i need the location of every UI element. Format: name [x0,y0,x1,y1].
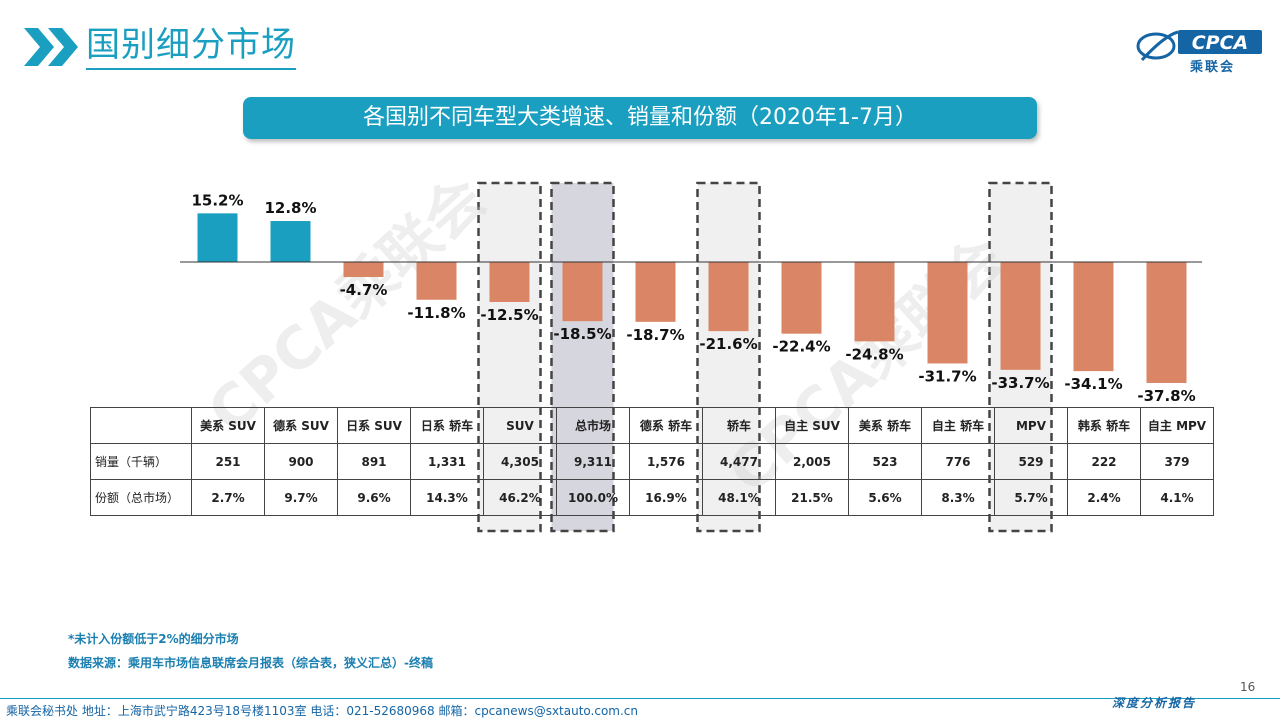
bar [197,213,238,262]
table-cell: 100.0% [556,479,630,516]
footer-contact: 乘联会秘书处 地址：上海市武宁路423号18号楼1103室 电话：021-526… [6,704,639,718]
bar [854,262,895,342]
bar [781,262,822,334]
logo-subtitle: 乘联会 [1190,60,1236,75]
table-cell: 16.9% [629,479,703,516]
table-cell: 4,305 [483,443,557,480]
table-cell: 14.3% [410,479,484,516]
footnote-share: *未计入份额低于2%的细分市场 [68,632,239,646]
chart-banner-title: 各国别不同车型大类增速、销量和份额（2020年1-7月） [243,97,1037,139]
footnote-source: 数据来源：乘用车市场信息联席会月报表（综合表，狭义汇总）-终稿 [68,656,433,670]
table-row-share: 份额（总市场） 2.7% 9.7% 9.6% 14.3% 46.2% 100.0% 16.9… [90,479,1214,516]
page-number: 16 [1240,680,1256,694]
table-header-cell: 日系 轿车 [410,407,484,444]
data-table: 美系 SUV 德系 SUV 日系 SUV 日系 轿车 SUV 总市场 德系 轿车 轿车 自主 S… [90,407,1214,516]
page-title: 国别细分市场 [86,24,296,70]
table-cell: 251 [191,443,265,480]
table-header-cell: 总市场 [556,407,630,444]
bar-value-label: 12.8% [264,199,316,217]
bar [343,262,384,278]
table-header-cell: SUV [483,407,557,444]
table-header-row: 美系 SUV 德系 SUV 日系 SUV 日系 轿车 SUV 总市场 德系 轿车 轿车 自主 S… [90,407,1214,444]
bar [635,262,676,322]
bar-value-label: -4.7% [340,281,388,299]
table-cell: 4.1% [1140,479,1214,516]
bar-value-label: -12.5% [480,306,538,324]
value-labels: 15.2% 12.8%-4.7%-11.8% -12.5%-18.5% -18.7%-… [191,191,1195,405]
bar-value-label: -22.4% [772,338,830,356]
chevron-icon [24,28,78,66]
table-cell: 891 [337,443,411,480]
row-label-share: 份额（总市场） [90,479,192,516]
table-cell: 900 [264,443,338,480]
table-cell: 5.7% [994,479,1068,516]
table-cell: 529 [994,443,1068,480]
table-cell: 2,005 [775,443,849,480]
bar-value-label: -18.5% [553,325,611,343]
table-cell: 9.6% [337,479,411,516]
table-cell: 8.3% [921,479,995,516]
logo-text: CPCA [1192,32,1249,54]
table-cell: 222 [1067,443,1141,480]
footer-tag: 深度分析报告 [1112,696,1197,710]
table-header-cell: 德系 SUV [264,407,338,444]
table-header-cell: 自主 MPV [1140,407,1214,444]
bar [489,262,530,302]
table-cell: 776 [921,443,995,480]
table-header-cell: 轿车 [702,407,776,444]
table-corner-cell [90,407,192,444]
cpca-logo-icon: CPCA [1136,30,1262,62]
table-row-sales: 销量（千辆） 251 900 891 1,331 4,305 9,311 1,576 4,47… [90,443,1214,480]
bar-value-label: -33.7% [991,374,1049,392]
bar-value-label: -31.7% [918,367,976,385]
bar [927,262,968,364]
table-header-cell: 韩系 轿车 [1067,407,1141,444]
table-header-cell: 自主 SUV [775,407,849,444]
footer-divider [0,698,1280,699]
table-cell: 46.2% [483,479,557,516]
table-cell: 48.1% [702,479,776,516]
table-cell: 21.5% [775,479,849,516]
table-cell: 2.7% [191,479,265,516]
table-cell: 9,311 [556,443,630,480]
table-cell: 5.6% [848,479,922,516]
bars [197,213,1187,383]
table-cell: 9.7% [264,479,338,516]
table-cell: 1,331 [410,443,484,480]
bar [1000,262,1041,370]
bar-value-label: -18.7% [626,326,684,344]
bar [1146,262,1187,383]
bar [708,262,749,332]
bar-value-label: -24.8% [845,345,903,363]
bar-value-label: -11.8% [407,304,465,322]
bar-value-label: 15.2% [191,191,243,209]
bar [270,221,311,262]
bar-value-label: -37.8% [1137,387,1195,405]
row-label-sales: 销量（千辆） [90,443,192,480]
bar [562,262,603,322]
table-cell: 523 [848,443,922,480]
table-header-cell: MPV [994,407,1068,444]
bar-value-label: -21.6% [699,335,757,353]
table-header-cell: 自主 轿车 [921,407,995,444]
bar [1073,262,1114,372]
table-header-cell: 美系 SUV [191,407,265,444]
table-cell: 379 [1140,443,1214,480]
bar [416,262,457,300]
table-cell: 2.4% [1067,479,1141,516]
bar-value-label: -34.1% [1064,375,1122,393]
table-header-cell: 日系 SUV [337,407,411,444]
table-header-cell: 德系 轿车 [629,407,703,444]
table-cell: 1,576 [629,443,703,480]
table-header-cell: 美系 轿车 [848,407,922,444]
table-cell: 4,477 [702,443,776,480]
